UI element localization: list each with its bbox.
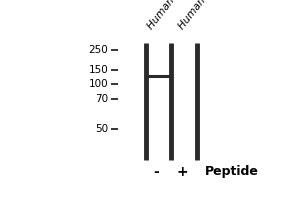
Text: Human liver: Human liver [177,0,224,32]
Text: 100: 100 [89,79,108,89]
Text: Peptide: Peptide [205,165,259,178]
Text: +: + [177,165,189,179]
Text: 150: 150 [89,65,108,75]
Text: 250: 250 [89,45,108,55]
Text: Human liver: Human liver [146,0,192,32]
Text: -: - [153,165,159,179]
Text: 70: 70 [95,94,108,104]
Text: 50: 50 [95,124,108,134]
